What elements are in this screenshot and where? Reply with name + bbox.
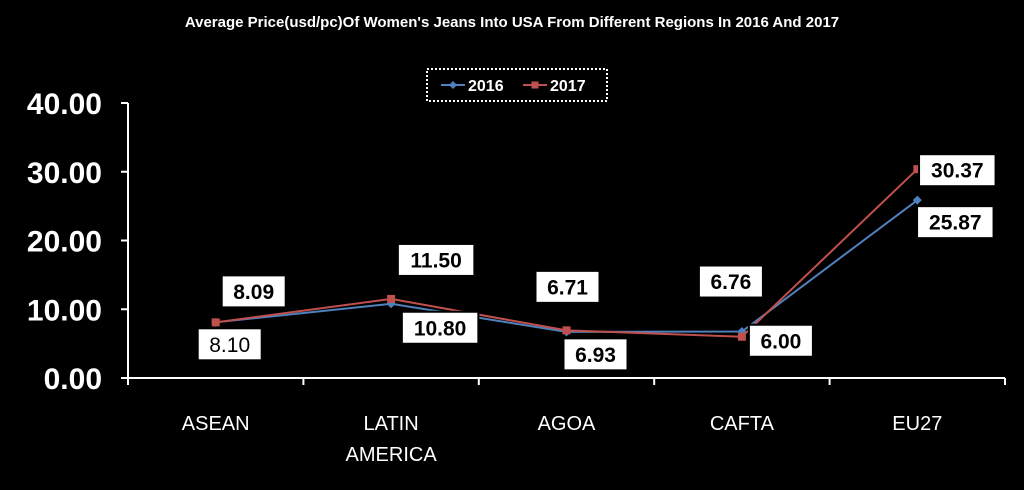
legend-marker-2016 (449, 81, 457, 89)
legend: 2016 2017 (426, 68, 608, 102)
data-label-2017: 8.09 (233, 281, 274, 304)
data-point-2017 (387, 294, 396, 303)
legend-box (426, 68, 608, 102)
data-label-box (916, 205, 995, 240)
data-label-2017: 11.50 (410, 249, 461, 272)
data-point-2017 (737, 332, 746, 341)
data-label-2017: 6.00 (760, 330, 801, 353)
data-label-2016: 6.71 (547, 276, 588, 299)
data-label-box (697, 264, 764, 299)
data-label-box (918, 153, 997, 188)
legend-marker-2017 (531, 81, 539, 89)
y-tick-label: 20.00 (27, 226, 102, 259)
series-line-2016 (215, 199, 918, 333)
data-label-2016: 6.76 (710, 271, 751, 294)
data-label-2016: 8.10 (209, 334, 250, 357)
data-label-box (562, 337, 629, 372)
data-label-box (220, 274, 287, 309)
y-tick-label: 30.00 (27, 157, 102, 190)
y-tick-label: 40.00 (27, 88, 102, 121)
y-tick-label: 0.00 (44, 363, 102, 396)
legend-label-2017: 2017 (550, 78, 586, 95)
data-label-box (400, 310, 480, 345)
y-tick-label: 10.00 (27, 294, 102, 327)
data-point-2017 (913, 165, 922, 174)
data-label-2017: 6.93 (575, 344, 616, 367)
data-label-2016: 10.80 (414, 317, 467, 340)
x-tick-label: LATIN AMERICA (346, 413, 438, 466)
data-point-2016 (912, 195, 922, 205)
data-label-box (196, 327, 263, 362)
data-point-2017 (562, 326, 571, 335)
x-tick-label: EU27 (892, 413, 942, 435)
data-label-box (396, 242, 476, 277)
legend-label-2016: 2016 (468, 78, 504, 95)
x-tick-label: ASEAN (182, 413, 250, 435)
chart-title: Average Price(usd/pc)Of Women's Jeans In… (185, 14, 839, 31)
x-tick-label: AGOA (538, 413, 596, 435)
data-point-2017 (211, 318, 220, 327)
data-label-box (534, 269, 601, 304)
data-label-2016: 25.87 (929, 212, 982, 235)
x-tick-label: CAFTA (710, 413, 775, 435)
data-label-box (747, 323, 814, 358)
data-label-2017: 30.37 (931, 160, 984, 183)
